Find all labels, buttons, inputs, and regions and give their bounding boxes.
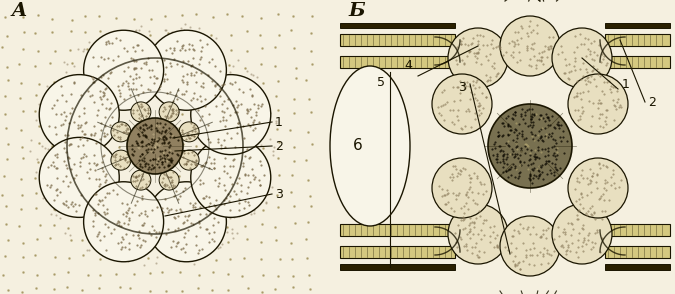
Circle shape xyxy=(191,75,271,155)
Circle shape xyxy=(84,182,163,262)
Circle shape xyxy=(179,150,199,170)
Polygon shape xyxy=(605,264,670,270)
Circle shape xyxy=(84,30,163,110)
Text: 4: 4 xyxy=(404,59,412,72)
Circle shape xyxy=(432,74,492,134)
Circle shape xyxy=(159,170,179,190)
Circle shape xyxy=(432,158,492,218)
Circle shape xyxy=(146,182,226,262)
Polygon shape xyxy=(605,56,670,68)
Circle shape xyxy=(131,102,151,122)
Circle shape xyxy=(127,118,183,174)
Polygon shape xyxy=(340,56,455,68)
Polygon shape xyxy=(340,224,455,236)
Circle shape xyxy=(179,122,199,142)
Text: 2: 2 xyxy=(275,139,283,153)
Circle shape xyxy=(159,102,179,122)
Polygon shape xyxy=(605,23,670,28)
Circle shape xyxy=(500,216,560,276)
Circle shape xyxy=(448,204,508,264)
Polygon shape xyxy=(605,246,670,258)
Circle shape xyxy=(191,137,271,217)
Circle shape xyxy=(39,137,119,217)
Circle shape xyxy=(146,30,226,110)
Circle shape xyxy=(448,28,508,88)
Circle shape xyxy=(568,158,628,218)
Circle shape xyxy=(39,75,119,155)
Circle shape xyxy=(111,150,131,170)
Polygon shape xyxy=(340,23,455,28)
Circle shape xyxy=(552,28,612,88)
Text: 6: 6 xyxy=(353,138,363,153)
Text: Б: Б xyxy=(348,2,364,20)
Text: 3: 3 xyxy=(458,81,466,94)
Circle shape xyxy=(111,122,131,142)
Polygon shape xyxy=(340,264,455,270)
Text: 2: 2 xyxy=(648,96,656,108)
Circle shape xyxy=(488,104,572,188)
Circle shape xyxy=(552,204,612,264)
Polygon shape xyxy=(605,224,670,236)
Circle shape xyxy=(568,74,628,134)
Polygon shape xyxy=(340,246,455,258)
Text: A: A xyxy=(12,2,27,20)
Text: 1: 1 xyxy=(275,116,283,128)
Polygon shape xyxy=(605,34,670,46)
Circle shape xyxy=(500,16,560,76)
Text: 3: 3 xyxy=(275,188,283,201)
Circle shape xyxy=(131,170,151,190)
Polygon shape xyxy=(340,34,455,46)
Ellipse shape xyxy=(330,66,410,226)
Text: 1: 1 xyxy=(622,78,630,91)
Text: 5: 5 xyxy=(377,76,385,89)
